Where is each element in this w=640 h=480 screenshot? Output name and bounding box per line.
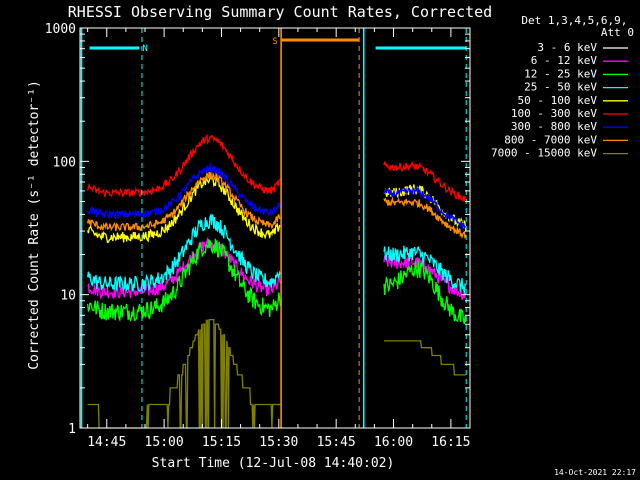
x-axis-label: Start Time (12-Jul-08 14:40:02) [152, 456, 395, 471]
timestamp: 14-Oct-2021 22:17 [554, 468, 636, 477]
legend-label: 25 - 50 keV [524, 81, 597, 94]
x-tick-label: 16:15 [431, 435, 470, 450]
y-tick-label: 10 [60, 289, 76, 304]
plot-area: NS [80, 28, 467, 429]
series-line-7-b [383, 196, 467, 240]
x-tick-label: 14:45 [87, 435, 126, 450]
legend-label: 3 - 6 keV [537, 41, 597, 54]
series-line-3-b [383, 245, 467, 295]
x-tick-label: 15:30 [259, 435, 298, 450]
series-line-2-b [383, 260, 467, 325]
y-axis-label: Corrected Count Rate (s⁻¹ detector⁻¹) [27, 80, 42, 370]
y-tick-label: 1000 [45, 22, 76, 37]
legend-label: 12 - 25 keV [524, 67, 597, 80]
legend-label: 300 - 800 keV [511, 120, 597, 133]
plot-frame [79, 27, 471, 429]
legend-label: 50 - 100 keV [518, 94, 598, 107]
y-tick-label: 100 [53, 155, 76, 170]
series-line-5-a [86, 133, 281, 198]
series-line-1-b [383, 253, 467, 300]
legend-title-line-2: Att 0 [601, 26, 634, 39]
series-line-6-a [87, 162, 282, 221]
x-tick-label: 15:00 [145, 435, 184, 450]
x-tick-label: 16:00 [374, 435, 413, 450]
series-line-3-a [86, 212, 281, 292]
x-tick-label: 15:15 [202, 435, 241, 450]
series-line-6-b [383, 185, 467, 229]
x-tick-label: 15:45 [317, 435, 356, 450]
flag-label-s: S [272, 37, 277, 47]
series-line-8-b [384, 340, 466, 376]
legend-title: Det 1,3,4,5,6,9, Att 0 [521, 14, 634, 39]
series-line-4-a [86, 174, 281, 244]
series-line-5-b [383, 161, 466, 202]
legend-label: 100 - 300 keV [511, 107, 597, 120]
legend-title-line-1: Det 1,3,4,5,6,9, [521, 14, 627, 27]
y-tick-label: 1 [68, 422, 76, 437]
legend-label: 800 - 7000 keV [504, 133, 597, 146]
series-line-7-a [86, 171, 281, 232]
legend-label: 6 - 12 keV [531, 54, 598, 67]
legend-label: 7000 - 15000 keV [491, 147, 597, 160]
chart-title: RHESSI Observing Summary Count Rates, Co… [68, 3, 492, 21]
series-line-2-a [86, 238, 282, 322]
series-line-0-a [86, 256, 282, 359]
axes: 1 10 100 1000 14:45 15:00 15:15 15:30 15:45 16:00… [45, 22, 471, 450]
flag-label-n: N [142, 44, 147, 54]
